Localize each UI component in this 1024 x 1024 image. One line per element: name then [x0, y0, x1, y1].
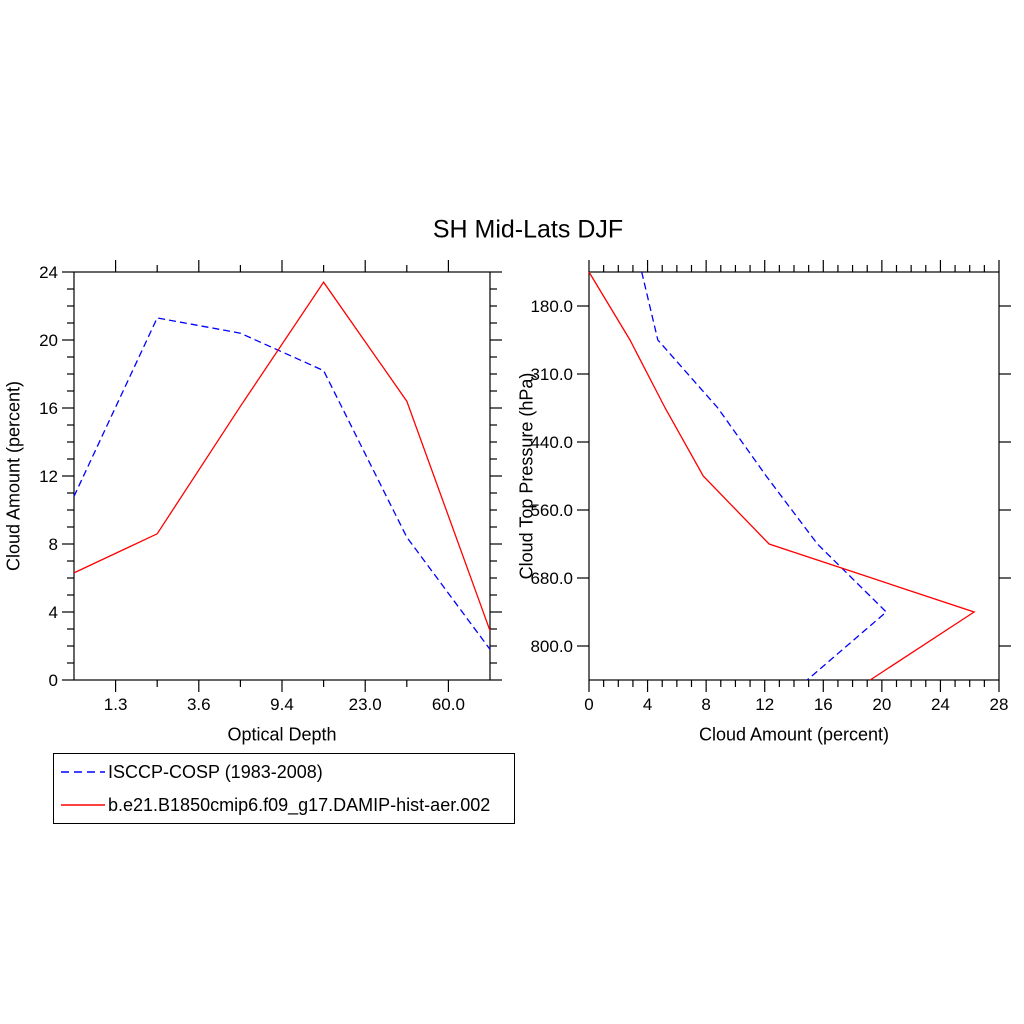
left-y-tick-label: 12	[39, 467, 58, 486]
left-y-tick-label: 16	[39, 399, 58, 418]
isccp-series-left	[73, 317, 491, 650]
model-series-left	[73, 281, 491, 631]
left-x-tick-label: 60.0	[432, 695, 465, 714]
right-x-tick-label: 24	[931, 695, 950, 714]
right-y-tick-label: 180.0	[530, 297, 573, 316]
left-x-tick-label: 9.4	[270, 695, 294, 714]
right-y-tick-label: 800.0	[530, 637, 573, 656]
left-x-tick-label: 1.3	[104, 695, 128, 714]
legend-label-model: b.e21.B1850cmip6.f09_g17.DAMIP-hist-aer.…	[108, 794, 491, 815]
left-y-tick-label: 24	[39, 263, 58, 282]
left-xaxis-title: Optical Depth	[227, 724, 337, 745]
right-y-tick-label: 680.0	[530, 569, 573, 588]
legend-box: ISCCP-COSP (1983-2008) b.e21.B1850cmip6.…	[53, 753, 515, 824]
right-panel: 0 4 8 12 16 20 24 28 180.0 310.0 440.0 560.0 680.0 80…	[530, 260, 1011, 714]
right-x-tick-label: 8	[701, 695, 710, 714]
right-y-tick-label: 560.0	[530, 501, 573, 520]
model-series-right	[588, 271, 976, 681]
left-x-tick-label: 23.0	[349, 695, 382, 714]
right-x-tick-label: 0	[584, 695, 593, 714]
left-x-tick-label: 3.6	[187, 695, 211, 714]
right-x-tick-label: 16	[814, 695, 833, 714]
right-x-tick-label: 4	[643, 695, 652, 714]
left-y-tick-label: 20	[39, 331, 58, 350]
legend-label-isccp: ISCCP-COSP (1983-2008)	[108, 761, 323, 782]
legend-item-model: b.e21.B1850cmip6.f09_g17.DAMIP-hist-aer.…	[60, 789, 514, 822]
legend-line-dashed	[61, 771, 105, 773]
isccp-series-right	[641, 271, 888, 681]
left-plot-frame	[73, 271, 491, 681]
left-y-tick-label: 4	[49, 603, 58, 622]
left-y-tick-label: 0	[49, 671, 58, 690]
right-x-tick-label: 12	[755, 695, 774, 714]
right-plot-frame	[588, 271, 1000, 681]
right-y-tick-label: 440.0	[530, 433, 573, 452]
legend-line-solid	[61, 804, 105, 806]
right-xaxis-title: Cloud Amount (percent)	[698, 724, 890, 745]
left-yaxis-title: Cloud Amount (percent)	[3, 380, 24, 572]
left-y-tick-label: 8	[49, 535, 58, 554]
right-x-tick-label: 28	[990, 695, 1009, 714]
plot-title: SH Mid-Lats DJF	[432, 215, 624, 244]
right-x-tick-label: 20	[872, 695, 891, 714]
left-panel: 0 4 8 12 16 20 24 1.3 3.6 9.4 23.0 60.0	[39, 260, 502, 714]
right-y-tick-label: 310.0	[530, 365, 573, 384]
right-yaxis-title: Cloud Top Pressure (hPa)	[516, 372, 537, 580]
legend-item-isccp: ISCCP-COSP (1983-2008)	[60, 756, 514, 789]
